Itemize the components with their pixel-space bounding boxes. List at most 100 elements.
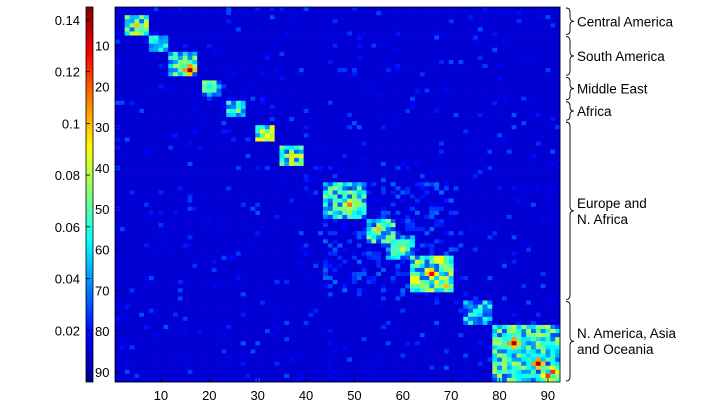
heatmap-cell xyxy=(318,223,324,228)
heatmap-cell xyxy=(144,182,150,187)
heatmap-cell xyxy=(477,68,483,73)
heatmap-cell xyxy=(526,121,532,126)
heatmap-cell xyxy=(119,202,126,208)
heatmap-cell xyxy=(371,72,377,77)
heatmap-cell xyxy=(395,68,401,73)
heatmap-cell xyxy=(327,182,334,187)
heatmap-cell xyxy=(173,190,179,195)
heatmap-cell xyxy=(235,23,242,28)
heatmap-cell xyxy=(424,7,430,12)
heatmap-cell xyxy=(526,80,532,85)
heatmap-cell xyxy=(279,15,285,20)
heatmap-cell xyxy=(477,72,483,77)
heatmap-cell xyxy=(269,125,275,130)
heatmap-cell xyxy=(332,157,338,163)
heatmap-cell xyxy=(187,55,193,61)
heatmap-cell xyxy=(482,125,488,130)
heatmap-cell xyxy=(395,153,401,159)
heatmap-cell xyxy=(308,7,314,12)
heatmap-cell xyxy=(395,218,401,224)
heatmap-cell xyxy=(555,137,561,142)
heatmap-cell xyxy=(187,100,193,106)
heatmap-cell xyxy=(381,7,387,12)
heatmap-cell xyxy=(144,161,150,167)
heatmap-cell xyxy=(545,214,551,220)
heatmap-cell xyxy=(269,133,275,138)
heatmap-cell xyxy=(124,227,130,232)
heatmap-cell xyxy=(511,133,517,138)
heatmap-cell xyxy=(443,141,450,146)
heatmap-cell xyxy=(410,202,416,208)
heatmap-cell xyxy=(400,80,406,85)
heatmap-cell xyxy=(250,218,256,224)
heatmap-cell xyxy=(303,59,309,65)
heatmap-cell xyxy=(530,178,537,183)
heatmap-cell xyxy=(124,117,130,122)
heatmap-cell xyxy=(385,72,392,77)
heatmap-cell xyxy=(129,72,135,77)
heatmap-cell xyxy=(395,76,401,81)
heatmap-cell xyxy=(226,112,232,118)
heatmap-cell xyxy=(177,125,184,130)
heatmap-cell xyxy=(119,145,126,151)
heatmap-cell xyxy=(119,47,126,53)
heatmap-cell xyxy=(381,11,387,16)
heatmap-cell xyxy=(303,35,309,40)
heatmap-cell xyxy=(226,170,232,175)
heatmap-cell xyxy=(235,214,242,220)
heatmap-cell xyxy=(371,149,377,155)
heatmap-cell xyxy=(318,43,324,49)
heatmap-cell xyxy=(511,121,517,126)
heatmap-cell xyxy=(192,104,198,110)
heatmap-cell xyxy=(342,178,348,183)
heatmap-cell xyxy=(492,31,498,36)
heatmap-cell xyxy=(231,157,237,163)
heatmap-cell xyxy=(269,182,275,187)
heatmap-cell xyxy=(318,117,324,122)
heatmap-cell xyxy=(308,182,314,187)
heatmap-cell xyxy=(487,92,493,98)
heatmap-cell xyxy=(134,223,140,228)
heatmap-cell xyxy=(303,202,309,208)
heatmap-cell xyxy=(414,23,421,28)
heatmap-cell xyxy=(293,72,300,77)
heatmap-cell xyxy=(501,214,508,220)
heatmap-cell xyxy=(477,43,483,49)
heatmap-cell xyxy=(153,174,159,179)
heatmap-cell xyxy=(521,43,527,49)
heatmap-cell xyxy=(521,129,527,134)
heatmap-cell xyxy=(395,206,401,212)
heatmap-cell xyxy=(163,157,169,163)
heatmap-cell xyxy=(347,218,353,224)
heatmap-cell xyxy=(366,178,372,183)
heatmap-cell xyxy=(202,218,208,224)
heatmap-cell xyxy=(119,23,126,28)
heatmap-cell xyxy=(477,104,483,110)
heatmap-cell xyxy=(405,182,411,187)
heatmap-cell xyxy=(187,19,193,24)
heatmap-cell xyxy=(429,198,435,204)
heatmap-cell xyxy=(366,223,372,228)
heatmap-cell xyxy=(463,174,469,179)
heatmap-cell xyxy=(352,47,358,53)
heatmap-cell xyxy=(555,129,561,134)
heatmap-cell xyxy=(221,141,227,146)
heatmap-cell xyxy=(115,112,121,118)
heatmap-cell xyxy=(405,165,411,171)
heatmap-cell xyxy=(424,47,430,53)
heatmap-cell xyxy=(308,31,314,36)
heatmap-cell xyxy=(419,19,425,24)
heatmap-cell xyxy=(313,161,319,167)
heatmap-cell xyxy=(264,80,271,85)
heatmap-cell xyxy=(405,27,411,32)
heatmap-cell xyxy=(361,218,367,224)
heatmap-cell xyxy=(497,19,503,24)
heatmap-cell xyxy=(187,35,193,40)
heatmap-cell xyxy=(255,223,261,228)
heatmap-cell xyxy=(555,31,561,36)
heatmap-cell xyxy=(211,125,217,130)
heatmap-cell xyxy=(284,125,290,130)
heatmap-cell xyxy=(463,133,469,138)
heatmap-cell xyxy=(221,112,227,118)
heatmap-cell xyxy=(530,214,537,220)
